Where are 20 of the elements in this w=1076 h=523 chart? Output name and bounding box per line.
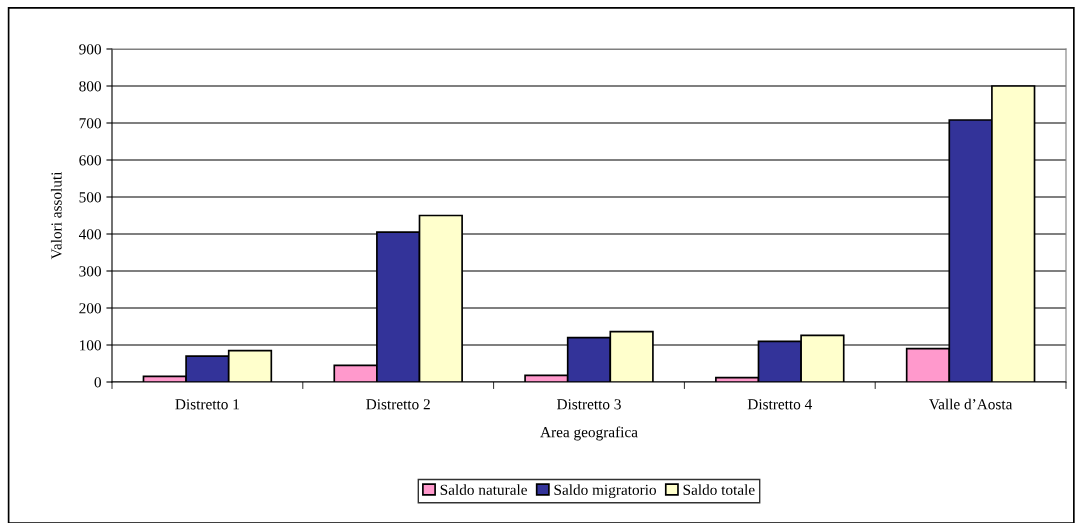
legend-label: Saldo migratorio xyxy=(554,484,657,499)
y-tick-label: 0 xyxy=(94,377,101,388)
x-tick-label: Distretto 2 xyxy=(366,399,430,410)
y-tick-label: 100 xyxy=(80,340,101,351)
y-tick-label: 200 xyxy=(79,303,101,314)
x-tick-label: Valle d’Aosta xyxy=(928,398,1013,410)
x-tick-label: Distretto 4 xyxy=(747,399,813,410)
y-tick-label: 400 xyxy=(78,229,101,240)
y-tick-label: 700 xyxy=(79,118,101,129)
legend-label: Saldo totale xyxy=(683,484,755,495)
y-tick-label: 800 xyxy=(79,81,101,92)
y-tick-label: 300 xyxy=(79,266,101,277)
x-axis-title: Area geografica xyxy=(540,426,638,441)
x-tick-label: Distretto 1 xyxy=(175,399,239,410)
y-tick-label: 500 xyxy=(79,192,101,203)
y-tick-label: 600 xyxy=(79,155,101,166)
y-tick-label: 900 xyxy=(79,44,101,55)
x-tick-label: Distretto 3 xyxy=(556,399,621,410)
legend-label: Saldo naturale xyxy=(440,484,527,495)
y-axis-title: Valori assoluti xyxy=(50,171,62,260)
